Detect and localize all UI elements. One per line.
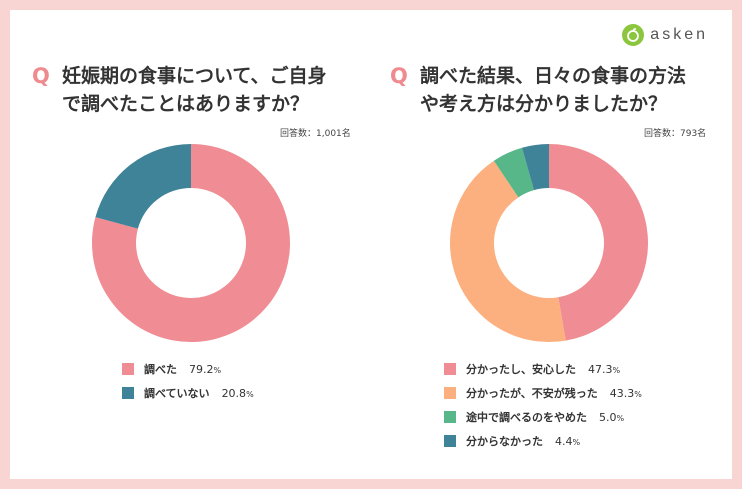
donut-slice-2 [450,160,566,342]
legend-value: 47.3% [588,362,621,376]
legend-item: 分からなかった 4.4% [444,430,642,452]
legend-swatch [444,387,456,399]
question-title-2-line-1: 調べた結果、日々の食事の方法 [420,65,687,87]
donut-slice-3 [493,147,534,198]
legend-label: 分かったが、不安が残った [466,387,598,400]
legend-value: 20.8% [221,386,254,400]
legend-label: 分かったし、安心した [466,363,576,376]
question-mark-1: Q [32,64,50,88]
legend-item: 調べていない 20.8% [122,382,254,404]
legend-item: 途中で調べるのをやめた 5.0% [444,406,642,428]
legend-swatch [444,411,456,423]
survey-panel-2: Q 調べた結果、日々の食事の方法 や考え方は分かりましたか？ [390,62,720,118]
donut-slice-2 [95,144,191,229]
legend-value: 79.2% [189,362,222,376]
question-mark-2: Q [390,64,408,88]
donut-slice-1 [549,144,648,341]
respondent-count-1: 回答数：1,001名 [280,129,351,139]
legend-swatch [122,363,134,375]
survey-panel-1: Q 妊娠期の食事について、ご自身 で調べたことはありますか？ [32,62,362,118]
question-title-2-line-2: や考え方は分かりましたか？ [420,93,668,115]
brand-logo: asken [622,24,708,46]
legend-label: 途中で調べるのをやめた [466,411,587,424]
donut-chart-1 [91,144,290,342]
question-title-2: 調べた結果、日々の食事の方法 や考え方は分かりましたか？ [420,62,720,118]
donut-chart-2 [450,144,648,342]
legend-1: 調べた 79.2% 調べていない 20.8% [122,358,254,406]
legend-item: 分かったし、安心した 47.3% [444,358,642,380]
legend-swatch [444,363,456,375]
legend-swatch [444,435,456,447]
question-title-1-line-2: で調べたことはありますか？ [62,93,310,115]
legend-value: 43.3% [609,386,642,400]
legend-value: 4.4% [555,434,581,448]
apple-icon [622,24,645,46]
legend-label: 調べていない [144,387,210,400]
brand-name: asken [650,26,708,43]
question-title-1: 妊娠期の食事について、ご自身 で調べたことはありますか？ [62,62,362,118]
legend-2: 分かったし、安心した 47.3% 分かったが、不安が残った 43.3% 途中で調… [444,358,642,454]
legend-swatch [122,387,134,399]
legend-item: 分かったが、不安が残った 43.3% [444,382,642,404]
respondent-count-2: 回答数：793名 [644,129,707,139]
legend-label: 分からなかった [466,435,543,448]
donut-slice-1 [91,144,290,342]
question-title-1-line-1: 妊娠期の食事について、ご自身 [62,65,327,87]
legend-item: 調べた 79.2% [122,358,254,380]
legend-label: 調べた [144,363,177,376]
donut-slice-4 [521,144,549,191]
content-card: asken Q 妊娠期の食事について、ご自身 で調べたことはありますか？ 回答数… [10,10,732,479]
legend-value: 5.0% [599,410,625,424]
